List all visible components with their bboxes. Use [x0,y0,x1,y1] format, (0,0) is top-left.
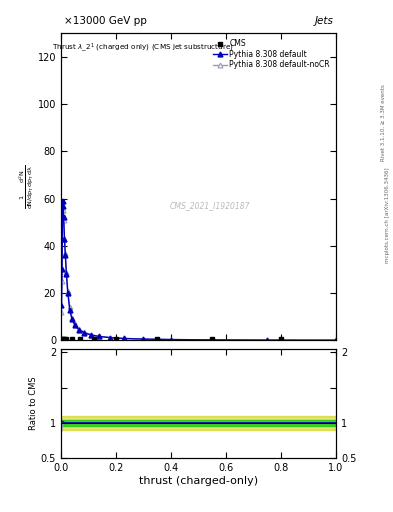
Pythia 8.308 default-noCR [61,207,66,214]
Pythia 8.308 default [334,337,338,343]
Pythia 8.308 default [76,327,81,333]
Pythia 8.308 default [72,322,77,328]
Pythia 8.308 default-noCR [61,217,66,223]
Pythia 8.308 default-noCR [169,336,173,343]
Pythia 8.308 default-noCR [122,335,127,342]
Pythia 8.308 default [63,252,68,259]
Pythia 8.308 default [65,290,70,296]
Pythia 8.308 default [169,336,173,343]
Legend: CMS, Pythia 8.308 default, Pythia 8.308 default-noCR: CMS, Pythia 8.308 default, Pythia 8.308 … [211,37,332,72]
Pythia 8.308 default [60,198,65,204]
Pythia 8.308 default [108,335,113,341]
Pythia 8.308 default-noCR [334,337,338,343]
Pythia 8.308 default-noCR [60,278,64,284]
Pythia 8.308 default-noCR [76,326,81,332]
Pythia 8.308 default [61,203,66,209]
CMS [279,336,283,342]
Pythia 8.308 default-noCR [60,207,65,214]
Pythia 8.308 default-noCR [63,250,68,256]
CMS [62,336,66,342]
CMS [114,336,118,342]
Pythia 8.308 default-noCR [97,333,102,339]
Pythia 8.308 default [60,266,64,272]
Pythia 8.308 default-noCR [82,329,86,335]
CMS [64,336,69,342]
Pythia 8.308 default [82,330,86,336]
Line: CMS: CMS [60,337,283,341]
Text: Jets: Jets [314,15,333,26]
Text: CMS_2021_I1920187: CMS_2021_I1920187 [169,201,250,210]
X-axis label: thrust (charged-only): thrust (charged-only) [139,476,258,486]
CMS [78,336,83,342]
Pythia 8.308 default [97,333,102,339]
Pythia 8.308 default [61,215,66,221]
Pythia 8.308 default [122,335,127,342]
Pythia 8.308 default-noCR [108,334,113,340]
Pythia 8.308 default-noCR [59,309,64,315]
CMS [210,336,215,342]
Text: mcplots.cern.ch [arXiv:1306.3436]: mcplots.cern.ch [arXiv:1306.3436] [385,167,389,263]
Pythia 8.308 default [265,337,270,343]
Pythia 8.308 default-noCR [89,332,94,338]
Pythia 8.308 default-noCR [265,337,270,343]
Pythia 8.308 default [64,271,69,277]
Pythia 8.308 default [59,302,64,308]
CMS [59,336,64,342]
Pythia 8.308 default [141,336,146,342]
Y-axis label: Ratio to CMS: Ratio to CMS [29,377,38,430]
CMS [61,336,65,342]
Pythia 8.308 default-noCR [141,336,146,342]
Line: Pythia 8.308 default-noCR: Pythia 8.308 default-noCR [59,208,338,343]
Pythia 8.308 default [70,316,74,322]
Y-axis label: $\mathsf{\frac{1}{dN/dp_T}\frac{d^2N}{dp_T\,d\lambda}}$: $\mathsf{\frac{1}{dN/dp_T}\frac{d^2N}{dp… [18,164,36,209]
CMS [92,336,96,342]
Pythia 8.308 default [89,332,94,338]
Pythia 8.308 default [210,337,215,343]
Pythia 8.308 default-noCR [64,269,69,275]
Pythia 8.308 default-noCR [62,236,67,242]
Pythia 8.308 default-noCR [72,321,77,327]
Pythia 8.308 default-noCR [65,288,70,294]
CMS [70,336,74,342]
Text: Thrust $\lambda\_2^1$ (charged only) (CMS jet substructure): Thrust $\lambda\_2^1$ (charged only) (CM… [52,41,235,54]
Text: ×13000 GeV pp: ×13000 GeV pp [64,15,147,26]
Text: Rivet 3.1.10, ≥ 3.3M events: Rivet 3.1.10, ≥ 3.3M events [381,84,386,161]
Pythia 8.308 default-noCR [210,337,215,343]
CMS [155,336,160,342]
Pythia 8.308 default [62,236,67,242]
Pythia 8.308 default-noCR [67,304,72,310]
Line: Pythia 8.308 default: Pythia 8.308 default [59,199,338,343]
Pythia 8.308 default [67,307,72,313]
Pythia 8.308 default-noCR [70,315,74,321]
